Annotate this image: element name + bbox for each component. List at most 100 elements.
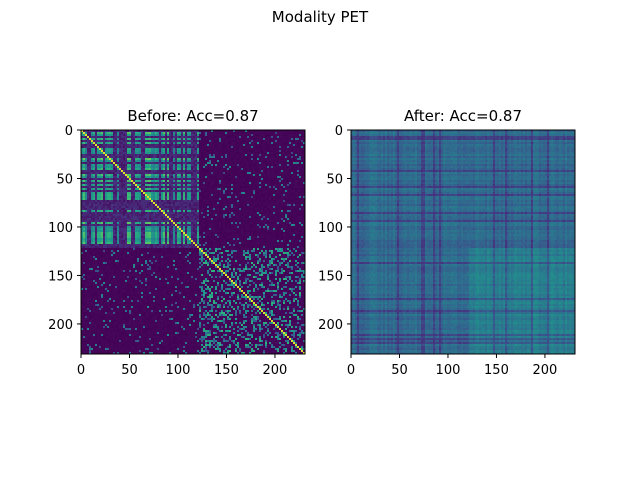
heatmap-cell <box>151 160 154 163</box>
heatmap-cell <box>251 130 254 133</box>
heatmap-cell <box>85 144 88 147</box>
heatmap-cell <box>113 216 116 219</box>
heatmap-cell <box>205 160 208 163</box>
heatmap-cell <box>195 164 198 167</box>
heatmap-cell <box>283 136 286 139</box>
heatmap-cell <box>133 172 136 175</box>
heatmap-cell <box>269 184 272 187</box>
heatmap-cell <box>97 156 100 159</box>
heatmap-cell <box>179 180 182 183</box>
heatmap-cell <box>229 130 232 133</box>
heatmap-cell <box>129 170 132 173</box>
heatmap-cell <box>139 158 142 161</box>
heatmap-cell <box>255 162 258 165</box>
heatmap-cell <box>227 148 230 151</box>
heatmap-cell <box>109 216 112 219</box>
heatmap-cell <box>131 176 134 179</box>
heatmap-cell <box>251 148 254 151</box>
heatmap-cell <box>99 180 102 183</box>
heatmap-cell <box>243 156 246 159</box>
heatmap-cell <box>161 142 164 145</box>
heatmap-cell <box>101 138 104 141</box>
heatmap-cell <box>273 204 276 207</box>
heatmap-cell <box>181 172 184 175</box>
heatmap-cell <box>155 172 158 175</box>
heatmap-cell <box>115 170 118 173</box>
heatmap-cell <box>269 204 272 207</box>
heatmap-cell <box>119 174 122 177</box>
heatmap-cell <box>191 146 194 149</box>
heatmap-cell <box>119 210 122 213</box>
heatmap-cell <box>207 212 210 215</box>
heatmap-cell <box>129 146 132 149</box>
heatmap-cell <box>91 184 94 187</box>
heatmap-cell <box>155 212 158 215</box>
heatmap-cell <box>245 174 248 177</box>
heatmap-cell <box>85 184 88 187</box>
heatmap-cell <box>281 176 284 179</box>
heatmap-cell <box>181 214 184 217</box>
heatmap-cell <box>177 198 180 201</box>
heatmap-cell <box>303 150 306 153</box>
heatmap-cell <box>127 210 130 213</box>
heatmap-cell <box>281 140 284 143</box>
heatmap-cell <box>123 186 126 189</box>
heatmap-cell <box>91 182 94 185</box>
heatmap-cell <box>225 214 228 217</box>
heatmap-cell <box>105 172 108 175</box>
heatmap-cell <box>277 164 280 167</box>
heatmap-cell <box>133 146 136 149</box>
heatmap-cell <box>299 130 302 133</box>
heatmap-cell <box>257 202 260 205</box>
heatmap-cell <box>281 154 284 157</box>
heatmap-cell <box>153 130 156 133</box>
heatmap-cell <box>105 184 108 187</box>
heatmap-cell <box>293 168 296 171</box>
heatmap-cell <box>261 176 264 179</box>
heatmap-cell <box>277 182 280 185</box>
heatmap-cell <box>251 160 254 163</box>
heatmap-cell <box>279 144 282 147</box>
heatmap-cell <box>207 136 210 139</box>
heatmap-cell <box>247 142 250 145</box>
heatmap-cell <box>297 184 300 187</box>
heatmap-cell <box>221 192 224 195</box>
heatmap-cell <box>161 170 164 173</box>
heatmap-cell <box>207 178 210 181</box>
heatmap-cell <box>259 170 262 173</box>
heatmap-cell <box>85 156 88 159</box>
heatmap-cell <box>261 152 264 155</box>
heatmap-cell <box>275 160 278 163</box>
heatmap-cell <box>89 142 92 145</box>
heatmap-cell <box>255 170 258 173</box>
heatmap-cell <box>183 214 186 217</box>
heatmap-cell <box>131 190 134 193</box>
heatmap-cell <box>137 218 140 221</box>
heatmap-cell <box>263 188 266 191</box>
heatmap-cell <box>149 198 152 201</box>
heatmap-cell <box>153 174 156 177</box>
heatmap-cell <box>159 192 162 195</box>
heatmap-cell <box>245 214 248 217</box>
heatmap-cell <box>165 202 168 205</box>
heatmap-cell <box>171 214 174 217</box>
heatmap-cell <box>223 158 226 161</box>
heatmap-cell <box>169 162 172 165</box>
heatmap-cell <box>241 216 244 219</box>
heatmap-cell <box>223 146 226 149</box>
heatmap-cell <box>259 178 262 181</box>
heatmap-cell <box>297 142 300 145</box>
heatmap-cell <box>117 200 120 203</box>
heatmap-cell <box>173 198 176 201</box>
heatmap-cell <box>187 206 190 209</box>
heatmap-cell <box>303 140 306 143</box>
heatmap-cell <box>147 202 150 205</box>
heatmap-cell <box>91 178 94 181</box>
heatmap-cell <box>195 140 198 143</box>
heatmap-cell <box>91 188 94 191</box>
heatmap-cell <box>103 216 106 219</box>
heatmap-cell <box>219 140 222 143</box>
heatmap-cell <box>257 180 260 183</box>
heatmap-cell <box>277 172 280 175</box>
heatmap-cell <box>93 208 96 211</box>
